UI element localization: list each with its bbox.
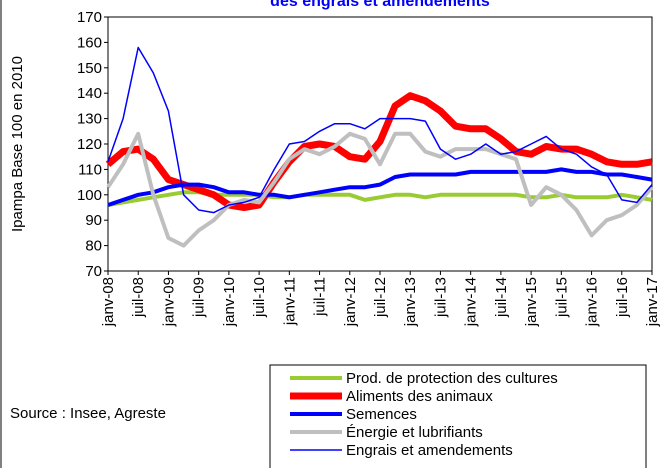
legend-label: Engrais et amendements xyxy=(346,442,513,459)
series-line xyxy=(107,46,653,214)
x-tick-label: juil-10 xyxy=(251,277,268,318)
x-tick-label: janv-12 xyxy=(342,277,359,327)
y-axis-label: Ipampa Base 100 en 2010 xyxy=(9,56,26,232)
legend-label: Aliments des animaux xyxy=(346,388,493,405)
legend-label: Prod. de protection des cultures xyxy=(346,370,558,387)
y-tick-label: 150 xyxy=(77,60,102,77)
x-tick-label: janv-16 xyxy=(584,277,601,327)
y-tick-label: 140 xyxy=(77,85,102,102)
x-tick-label: juil-11 xyxy=(312,277,329,317)
y-tick-label: 120 xyxy=(77,136,102,153)
y-tick-label: 100 xyxy=(77,187,102,204)
legend-label: Énergie et lubrifiants xyxy=(346,424,483,441)
x-tick-label: juil-08 xyxy=(130,277,147,318)
x-tick-label: janv-11 xyxy=(281,277,298,326)
y-tick-label: 80 xyxy=(85,238,102,255)
x-tick-label: juil-15 xyxy=(553,277,570,318)
x-tick-label: juil-16 xyxy=(614,277,631,318)
x-tick-label: janv-17 xyxy=(644,277,661,327)
x-tick-label: janv-08 xyxy=(100,277,117,327)
legend-label: Semences xyxy=(346,406,417,423)
x-tick-label: juil-13 xyxy=(432,277,449,318)
x-tick-label: janv-10 xyxy=(221,277,238,327)
x-tick-label: juil-09 xyxy=(191,277,208,318)
y-tick-label: 160 xyxy=(77,34,102,51)
x-tick-label: juil-14 xyxy=(493,277,510,318)
source: Source : Insee, Agreste xyxy=(10,405,166,422)
x-tick-label: janv-14 xyxy=(463,277,480,327)
y-tick-label: 170 xyxy=(77,9,102,26)
y-tick-label: 90 xyxy=(85,212,102,229)
series-line xyxy=(107,167,653,207)
y-tick-label: 110 xyxy=(78,161,102,178)
x-tick-label: janv-15 xyxy=(523,277,540,327)
x-tick-label: juil-12 xyxy=(372,277,389,318)
legend xyxy=(269,364,647,468)
x-tick-label: janv-13 xyxy=(402,277,419,327)
y-tick-label: 130 xyxy=(77,111,102,128)
y-tick-label: 70 xyxy=(85,263,102,280)
series-line xyxy=(106,131,654,248)
x-tick-label: janv-09 xyxy=(160,277,177,327)
chart-title: des engrais et amendements xyxy=(270,0,490,10)
